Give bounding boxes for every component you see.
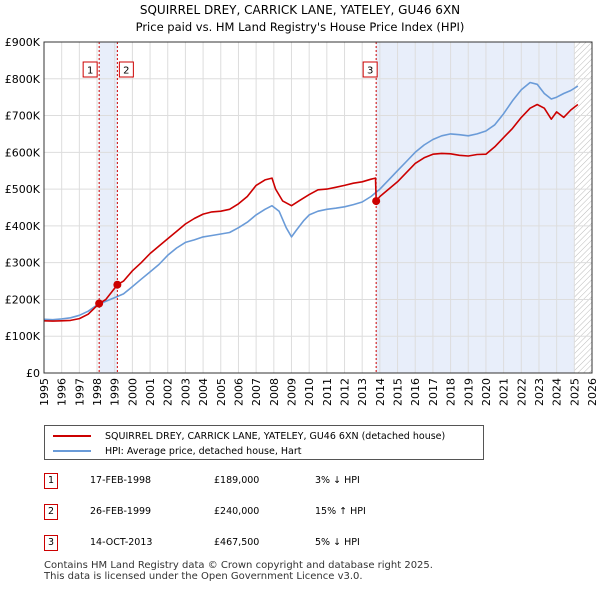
sale-price: £467,500 [214, 537, 260, 548]
x-tick-label: 2026 [586, 378, 599, 406]
legend-hpi-swatch [53, 450, 91, 452]
y-tick-label: £400K [5, 220, 41, 233]
sale-marker-label: 3 [367, 66, 373, 77]
x-tick-label: 2002 [162, 378, 175, 406]
x-tick-label: 2014 [374, 378, 387, 406]
x-tick-label: 2010 [303, 378, 316, 406]
x-tick-label: 2020 [480, 378, 493, 406]
y-tick-label: £200K [5, 293, 41, 306]
x-tick-label: 2004 [197, 378, 210, 406]
x-tick-label: 1996 [56, 378, 69, 406]
x-tick-label: 1998 [91, 378, 104, 406]
x-tick-label: 2005 [215, 378, 228, 406]
x-tick-label: 2016 [409, 378, 422, 406]
price-chart: SQUIRREL DREY, CARRICK LANE, YATELEY, GU… [5, 3, 599, 406]
x-tick-label: 2017 [427, 378, 440, 406]
sale-marker-box [362, 61, 378, 78]
x-tick-label: 2000 [126, 378, 139, 406]
table-row: 3 14-OCT-2013 £467,500 5% ↓ HPI [40, 535, 460, 553]
sale-marker-label: 2 [123, 66, 129, 77]
sale-number-badge: 3 [44, 535, 58, 551]
x-tick-label: 2021 [498, 378, 511, 406]
x-tick-label: 2003 [179, 378, 192, 406]
plot-frame [43, 41, 593, 374]
sale-price: £189,000 [214, 475, 260, 486]
sale-point [113, 280, 122, 289]
x-tick-label: 2008 [268, 378, 281, 406]
sale-date: 17-FEB-1998 [90, 475, 152, 486]
chart-title: SQUIRREL DREY, CARRICK LANE, YATELEY, GU… [140, 3, 460, 17]
legend-hpi-label: HPI: Average price, detached house, Hart [105, 445, 302, 457]
x-tick-label: 1995 [38, 378, 51, 406]
sale-hpi-change: 5% ↓ HPI [315, 537, 360, 548]
legend-price-label: SQUIRREL DREY, CARRICK LANE, YATELEY, GU… [105, 430, 446, 442]
table-row: 2 26-FEB-1999 £240,000 15% ↑ HPI [40, 504, 460, 522]
x-tick-label: 1999 [109, 378, 122, 406]
x-tick-label: 2009 [285, 378, 298, 406]
sale-number-badge: 2 [44, 504, 58, 520]
x-tick-label: 2023 [533, 378, 546, 406]
x-tick-label: 2006 [232, 378, 245, 406]
sale-marker-label: 1 [87, 66, 93, 77]
y-tick-label: £900K [5, 36, 41, 49]
y-tick-label: £700K [5, 110, 41, 123]
y-tick-label: £0 [26, 367, 40, 380]
sale-price: £240,000 [214, 506, 260, 517]
x-tick-label: 2007 [250, 378, 263, 406]
x-tick-label: 1997 [73, 378, 86, 406]
sale-marker-box [82, 61, 98, 78]
sale-hpi-change: 15% ↑ HPI [315, 506, 366, 517]
y-tick-label: £600K [5, 146, 41, 159]
x-tick-label: 2018 [445, 378, 458, 406]
x-tick-label: 2015 [392, 378, 405, 406]
footer: Contains HM Land Registry data © Crown c… [44, 560, 433, 582]
sale-marker-box [118, 61, 134, 78]
legend-item-hpi: HPI: Average price, detached house, Hart [53, 443, 301, 459]
sale-point [95, 299, 104, 308]
x-tick-label: 2012 [339, 378, 352, 406]
forecast-hatched-region [574, 42, 592, 373]
table-row: 1 17-FEB-1998 £189,000 3% ↓ HPI [40, 473, 460, 491]
legend-price-swatch [53, 435, 91, 437]
chart-subtitle: Price paid vs. HM Land Registry's House … [136, 20, 465, 34]
x-tick-label: 2019 [462, 378, 475, 406]
sale-hpi-change: 3% ↓ HPI [315, 475, 360, 486]
x-tick-label: 2024 [551, 378, 564, 406]
y-tick-label: £100K [5, 330, 41, 343]
sale-point [372, 197, 381, 206]
x-tick-label: 2022 [515, 378, 528, 406]
price-series-line [43, 103, 579, 322]
x-tick-label: 2013 [356, 378, 369, 406]
shaded-region [376, 42, 575, 373]
y-tick-label: £800K [5, 73, 41, 86]
y-tick-label: £300K [5, 257, 41, 270]
footer-copyright: Contains HM Land Registry data © Crown c… [44, 560, 433, 571]
sale-date: 14-OCT-2013 [90, 537, 153, 548]
footer-licence: This data is licensed under the Open Gov… [44, 571, 363, 582]
x-tick-label: 2011 [321, 378, 334, 406]
x-tick-label: 2025 [568, 378, 581, 406]
legend-item-price: SQUIRREL DREY, CARRICK LANE, YATELEY, GU… [53, 428, 445, 444]
sale-number-badge: 1 [44, 473, 58, 489]
y-tick-label: £500K [5, 183, 41, 196]
x-tick-label: 2001 [144, 378, 157, 406]
sale-date: 26-FEB-1999 [90, 506, 152, 517]
hpi-series-line [43, 81, 579, 321]
legend: SQUIRREL DREY, CARRICK LANE, YATELEY, GU… [44, 425, 484, 460]
